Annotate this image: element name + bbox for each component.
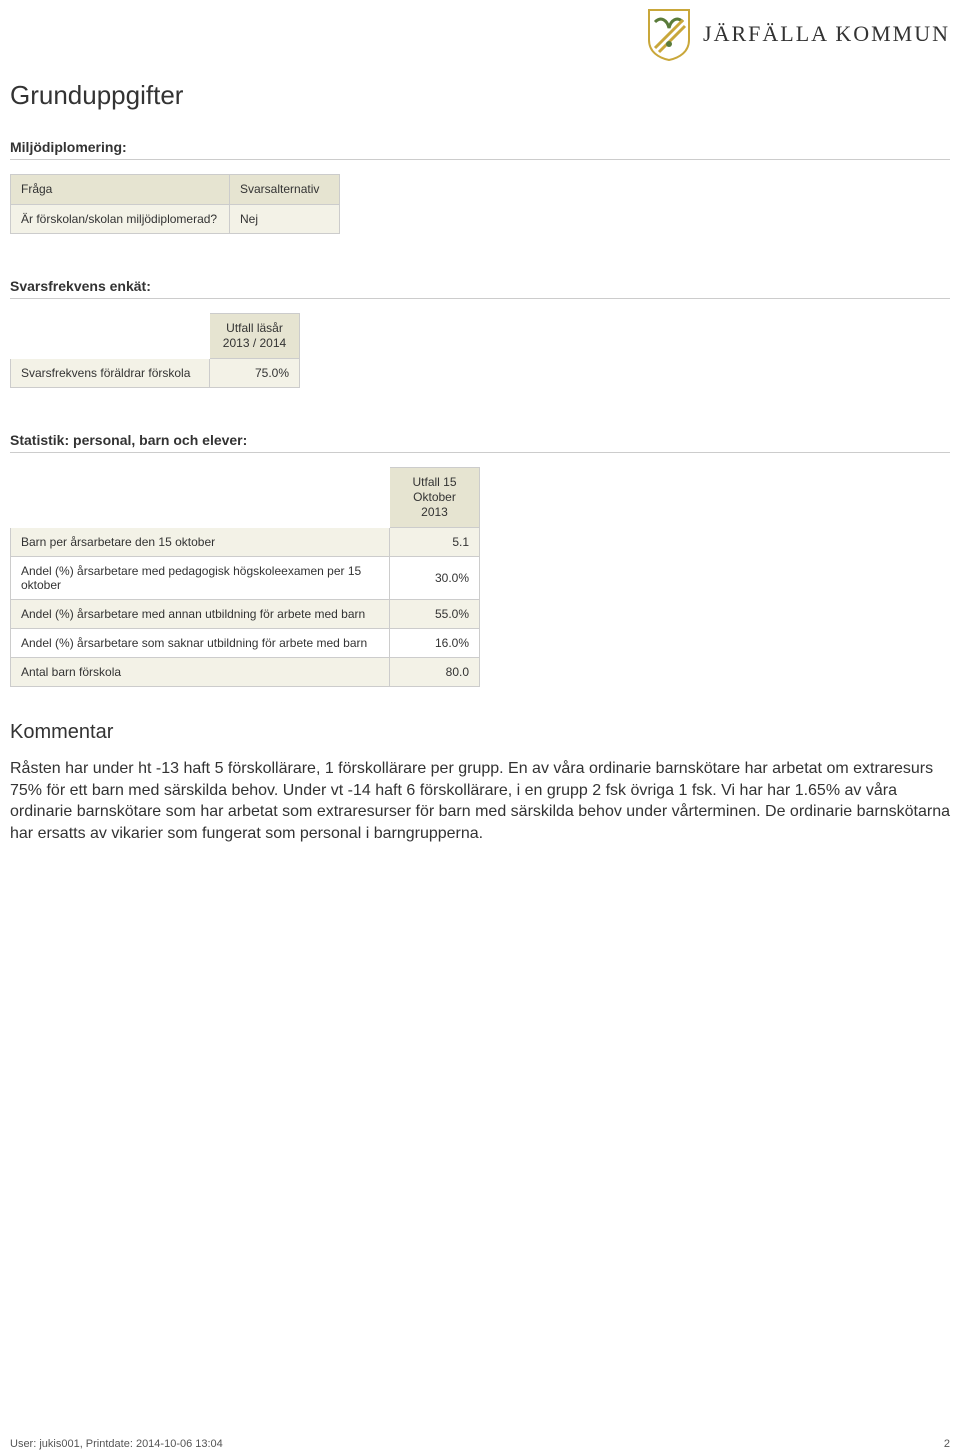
divider bbox=[10, 298, 950, 299]
cell-value: 16.0% bbox=[390, 629, 480, 658]
section-heading-statistik: Statistik: personal, barn och elever: bbox=[10, 432, 950, 448]
cell-value: 55.0% bbox=[390, 600, 480, 629]
table-statistik: Utfall 15 Oktober 2013 Barn per årsarbet… bbox=[10, 467, 480, 687]
cell-label: Svarsfrekvens föräldrar förskola bbox=[10, 359, 210, 388]
brand-name: JÄRFÄLLA KOMMUN bbox=[703, 21, 950, 47]
cell-value: 30.0% bbox=[390, 557, 480, 600]
footer: User: jukis001, Printdate: 2014-10-06 13… bbox=[10, 1438, 950, 1450]
table-row: Svarsfrekvens föräldrar förskola 75.0% bbox=[10, 359, 300, 388]
kommentar-body: Råsten har under ht -13 haft 5 förskollä… bbox=[10, 758, 950, 844]
table-row: Barn per årsarbetare den 15 oktober 5.1 bbox=[10, 528, 480, 557]
col-header: Utfall läsår 2013 / 2014 bbox=[210, 313, 300, 359]
footer-page-number: 2 bbox=[944, 1438, 950, 1450]
table-svarsfrekvens: Utfall läsår 2013 / 2014 Svarsfrekvens f… bbox=[10, 313, 300, 388]
col-header: Fråga bbox=[10, 174, 230, 205]
cell-value: 75.0% bbox=[210, 359, 300, 388]
cell-label: Andel (%) årsarbetare som saknar utbildn… bbox=[10, 629, 390, 658]
footer-left: User: jukis001, Printdate: 2014-10-06 13… bbox=[10, 1438, 223, 1450]
cell-label: Andel (%) årsarbetare med pedagogisk hög… bbox=[10, 557, 390, 600]
page-title: Grunduppgifter bbox=[10, 80, 950, 111]
col-header: Utfall 15 Oktober 2013 bbox=[390, 467, 480, 528]
cell-svar: Nej bbox=[230, 205, 340, 234]
section-heading-miljodip: Miljödiplomering: bbox=[10, 139, 950, 155]
shield-icon bbox=[645, 6, 693, 62]
cell-label: Andel (%) årsarbetare med annan utbildni… bbox=[10, 600, 390, 629]
divider bbox=[10, 159, 950, 160]
table-miljodip: Fråga Svarsalternativ Är förskolan/skola… bbox=[10, 174, 340, 234]
cell-fraga: Är förskolan/skolan miljödiplomerad? bbox=[10, 205, 230, 234]
table-row: Är förskolan/skolan miljödiplomerad? Nej bbox=[10, 205, 340, 234]
cell-value: 80.0 bbox=[390, 658, 480, 687]
col-header-empty bbox=[10, 467, 390, 528]
brand-logo-block: JÄRFÄLLA KOMMUN bbox=[645, 6, 950, 62]
divider bbox=[10, 452, 950, 453]
table-row: Antal barn förskola 80.0 bbox=[10, 658, 480, 687]
table-row: Andel (%) årsarbetare med pedagogisk hög… bbox=[10, 557, 480, 600]
col-header: Svarsalternativ bbox=[230, 174, 340, 205]
cell-label: Barn per årsarbetare den 15 oktober bbox=[10, 528, 390, 557]
section-heading-kommentar: Kommentar bbox=[10, 721, 950, 744]
cell-label: Antal barn förskola bbox=[10, 658, 390, 687]
table-row: Andel (%) årsarbetare som saknar utbildn… bbox=[10, 629, 480, 658]
section-heading-svarsfrekvens: Svarsfrekvens enkät: bbox=[10, 278, 950, 294]
table-row: Andel (%) årsarbetare med annan utbildni… bbox=[10, 600, 480, 629]
cell-value: 5.1 bbox=[390, 528, 480, 557]
col-header-empty bbox=[10, 313, 210, 359]
